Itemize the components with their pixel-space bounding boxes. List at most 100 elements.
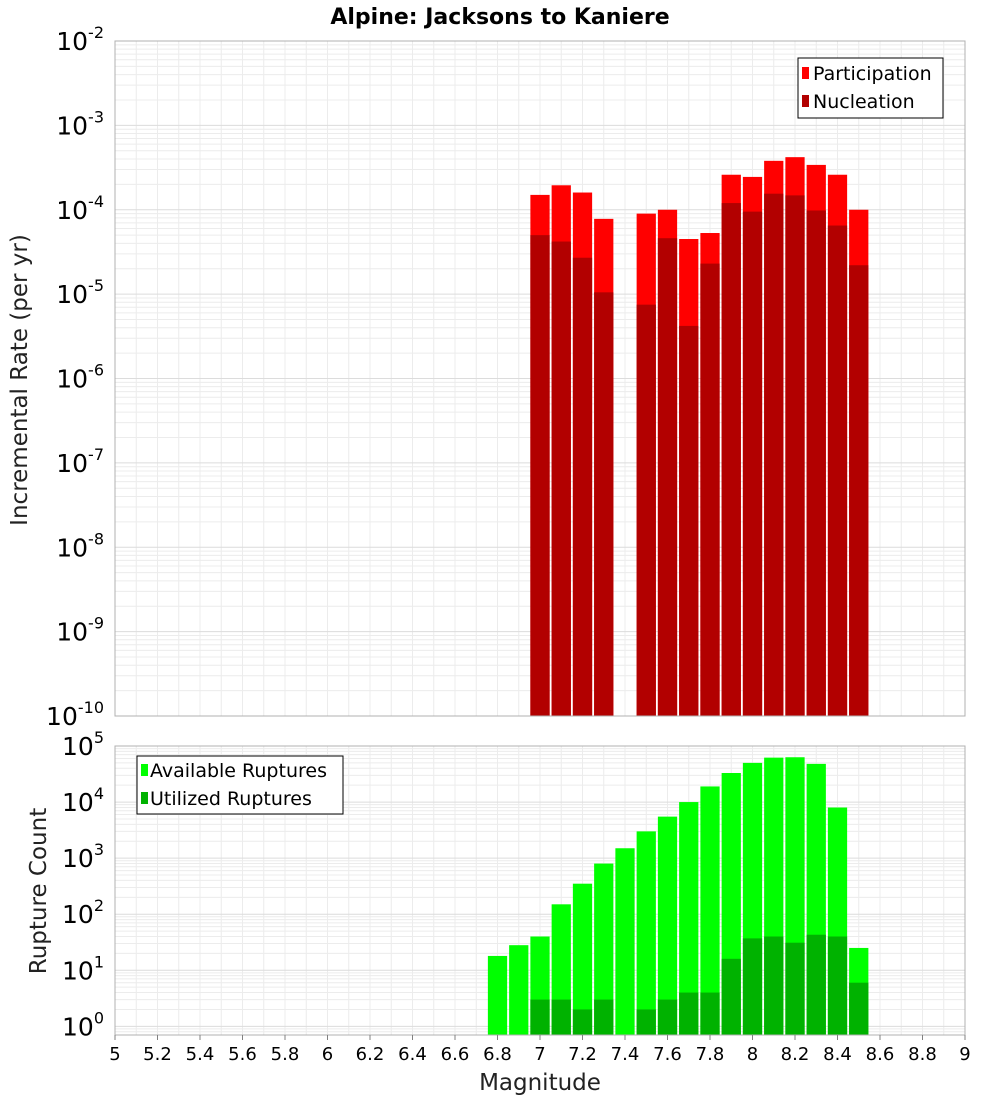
y-tick-label: 103	[62, 840, 104, 873]
bottom-y-axis-label: Rupture Count	[26, 808, 52, 974]
bar-nucleation	[742, 211, 763, 716]
x-tick-label: 6	[322, 1044, 333, 1065]
bar-utilized-ruptures	[721, 958, 741, 1035]
x-ticks: 5 5.2 5.4 5.6 5.8 6 6.2 6.4 6.6 6.8 7 7.2 7.4 7.6 7.8 8…	[109, 1035, 971, 1065]
bar-utilized-ruptures	[849, 982, 869, 1035]
legend-swatch-nucleation	[802, 95, 809, 107]
y-tick-label: 104	[62, 784, 104, 817]
y-tick-label: 100	[62, 1008, 104, 1041]
bar-utilized-ruptures	[785, 942, 805, 1035]
x-tick-label: 8	[747, 1044, 758, 1065]
bar-nucleation	[572, 257, 593, 716]
bar-nucleation	[785, 195, 805, 717]
x-tick-label: 7.8	[696, 1044, 725, 1065]
bar-utilized-ruptures	[679, 992, 699, 1035]
x-tick-label: 7	[534, 1044, 545, 1065]
bar-available-ruptures	[487, 955, 508, 1035]
chart-title: Alpine: Jacksons to Kaniere	[330, 5, 669, 30]
top-y-ticks: 10-2 10-3 10-4 10-5 10-6 10-7 10-8 10-9 10-10	[46, 23, 104, 731]
bar-available-ruptures	[509, 945, 529, 1035]
bar-available-ruptures	[700, 786, 720, 1035]
legend-label-available: Available Ruptures	[150, 760, 327, 782]
legend-swatch-participation	[802, 67, 809, 79]
bar-nucleation	[827, 225, 848, 716]
legend-label-participation: Participation	[813, 63, 932, 85]
x-tick-label: 9	[959, 1044, 970, 1065]
bar-nucleation	[806, 210, 826, 716]
top-bars	[530, 157, 869, 717]
x-tick-label: 5.8	[271, 1044, 300, 1065]
y-tick-label: 10-4	[56, 192, 104, 225]
bar-utilized-ruptures	[806, 934, 826, 1035]
bottom-panel: 105 104 103 102 101 100 5 5.2 5.4 5.6 5.8 6 6.2 6.4 6…	[26, 728, 971, 1096]
y-tick-label: 10-5	[56, 276, 104, 309]
bar-nucleation	[721, 203, 741, 716]
bar-utilized-ruptures	[764, 936, 784, 1035]
bar-utilized-ruptures	[551, 999, 571, 1035]
x-tick-label: 6.8	[483, 1044, 512, 1065]
x-tick-label: 8.8	[908, 1044, 937, 1065]
y-tick-label: 10-3	[56, 107, 104, 140]
bar-available-ruptures	[657, 816, 678, 1035]
y-tick-label: 10-8	[56, 529, 104, 562]
bar-utilized-ruptures	[657, 999, 678, 1035]
bar-available-ruptures	[594, 863, 614, 1035]
x-tick-label: 6.2	[356, 1044, 385, 1065]
y-tick-label: 10-6	[56, 361, 104, 394]
x-tick-label: 6.6	[441, 1044, 470, 1065]
x-tick-label: 5.4	[186, 1044, 215, 1065]
bar-available-ruptures	[572, 883, 593, 1035]
legend-swatch-utilized	[141, 792, 148, 804]
y-tick-label: 10-10	[46, 698, 104, 731]
bottom-legend-box	[136, 755, 344, 815]
bar-nucleation	[636, 304, 656, 716]
bottom-y-ticks: 105 104 103 102 101 100	[62, 728, 104, 1041]
top-legend-box	[797, 57, 944, 119]
bottom-bars	[487, 757, 869, 1035]
bar-utilized-ruptures	[572, 1009, 593, 1035]
legend-swatch-available	[141, 764, 148, 776]
x-tick-label: 6.4	[398, 1044, 427, 1065]
y-tick-label: 10-2	[56, 23, 104, 56]
bar-available-ruptures	[636, 831, 656, 1035]
x-tick-label: 5	[109, 1044, 120, 1065]
bar-nucleation	[530, 235, 550, 716]
bar-nucleation	[700, 263, 720, 716]
bar-nucleation	[679, 325, 699, 716]
bar-nucleation	[764, 193, 784, 716]
x-tick-label: 5.6	[228, 1044, 257, 1065]
y-tick-label: 10-9	[56, 614, 104, 647]
bar-available-ruptures	[615, 848, 635, 1035]
x-tick-label: 7.4	[611, 1044, 640, 1065]
y-tick-label: 102	[62, 896, 104, 929]
bar-nucleation	[551, 241, 571, 717]
top-y-axis-label: Incremental Rate (per yr)	[7, 234, 33, 526]
bar-utilized-ruptures	[636, 1009, 656, 1035]
legend-label-nucleation: Nucleation	[813, 91, 915, 113]
bar-available-ruptures	[679, 802, 699, 1035]
y-tick-label: 10-7	[56, 445, 104, 478]
x-tick-label: 7.6	[653, 1044, 682, 1065]
x-axis-label: Magnitude	[479, 1070, 601, 1096]
top-panel: 10-2 10-3 10-4 10-5 10-6 10-7 10-8 10-9 10-10 In…	[7, 23, 966, 731]
x-tick-label: 7.2	[568, 1044, 597, 1065]
bar-nucleation	[849, 265, 869, 716]
bar-utilized-ruptures	[742, 938, 763, 1035]
bar-nucleation	[657, 238, 678, 716]
bar-utilized-ruptures	[530, 999, 550, 1035]
y-tick-label: 101	[62, 952, 104, 985]
bar-utilized-ruptures	[827, 936, 848, 1035]
bottom-legend: Available Ruptures Utilized Ruptures	[136, 755, 344, 815]
bar-utilized-ruptures	[594, 999, 614, 1035]
x-tick-label: 8.2	[781, 1044, 810, 1065]
bar-utilized-ruptures	[700, 992, 720, 1035]
legend-label-utilized: Utilized Ruptures	[150, 788, 312, 810]
bar-nucleation	[594, 292, 614, 716]
x-tick-label: 8.6	[866, 1044, 895, 1065]
top-plot-frame	[114, 40, 966, 717]
x-tick-label: 5.2	[143, 1044, 172, 1065]
x-tick-label: 8.4	[823, 1044, 852, 1065]
y-tick-label: 105	[62, 728, 104, 761]
top-legend: Participation Nucleation	[797, 57, 944, 119]
